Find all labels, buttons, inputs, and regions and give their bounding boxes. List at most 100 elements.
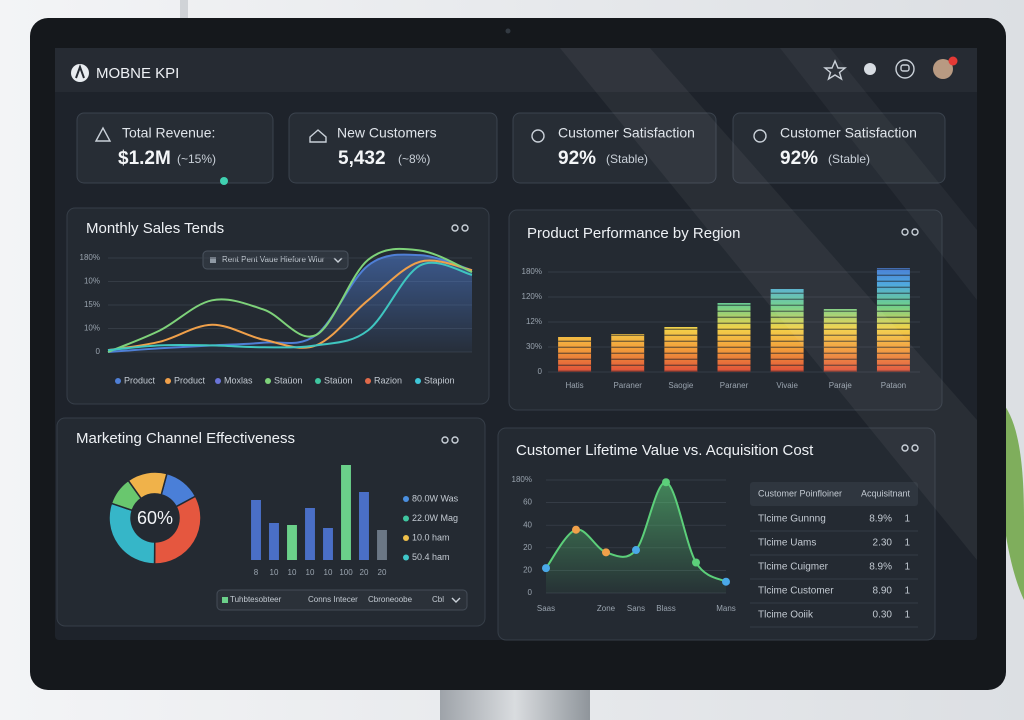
table-cell: Tlcime Uams — [758, 538, 816, 549]
legend-swatch — [403, 496, 409, 502]
table-cell: Tlcime Cuigmer — [758, 562, 829, 573]
y-tick-label: 60 — [523, 498, 532, 507]
table-cell: 8.9% — [869, 562, 892, 573]
y-tick-label: 40 — [523, 520, 532, 529]
x-tick-label: 100 — [339, 568, 353, 577]
x-tick-label: Paraner — [613, 381, 642, 390]
table-header-bg — [750, 482, 918, 506]
bar — [323, 528, 333, 560]
filter-bar[interactable] — [216, 589, 468, 611]
kpi-indicator — [220, 177, 228, 185]
kpi-card — [732, 112, 946, 184]
y-tick-label: 180% — [512, 475, 532, 484]
area — [108, 254, 472, 352]
panel-menu[interactable] — [911, 228, 919, 236]
x-tick-label: Vivaie — [776, 381, 798, 390]
kpi-card — [512, 112, 717, 184]
legend-swatch — [403, 554, 409, 561]
panel-menu[interactable] — [461, 224, 469, 232]
filter-label: Conns Intecer — [308, 595, 358, 604]
marker — [632, 546, 640, 555]
filter-label: Tuhbtesobteer — [230, 595, 282, 604]
bar — [269, 523, 279, 560]
legend-swatch — [365, 378, 371, 384]
kpi-icon — [309, 129, 327, 143]
table-cell: Tlcime Ooiik — [758, 610, 814, 621]
x-tick-label: Saas — [537, 604, 555, 613]
line — [107, 253, 473, 353]
kpi-value: 92% — [558, 148, 596, 169]
dropdown-swatch — [210, 257, 216, 263]
x-tick-label: Hatis — [565, 381, 583, 390]
bar-stripes — [558, 337, 592, 372]
screen-glare — [780, 48, 977, 300]
panel-menu[interactable] — [441, 436, 449, 444]
kpi-cards: Total Revenue: $1.2M (~15%) New Customer… — [76, 112, 946, 185]
panel-menu[interactable] — [911, 444, 919, 452]
x-tick-label: Sans — [627, 604, 645, 613]
table-cell: 2.30 — [873, 538, 893, 549]
bar — [251, 500, 261, 560]
charts: 0 10% 15% 10% 180% Product Product Moxlas Staüon… — [80, 247, 920, 628]
kpi-change: (Stable) — [606, 152, 648, 166]
y-tick-label: 10% — [84, 324, 100, 333]
bar — [305, 508, 315, 560]
table-header: Customer Poinfloiner — [758, 488, 842, 498]
user-avatar[interactable] — [933, 59, 953, 79]
table-cell: 1 — [904, 610, 910, 621]
app-title: MOBNE KPI — [96, 65, 179, 82]
bar-stripes — [664, 327, 698, 372]
y-tick-label: 180% — [522, 267, 542, 276]
marker — [722, 577, 730, 586]
filter-label: Cbroneoobe — [368, 595, 413, 604]
x-tick-label: 10 — [324, 568, 333, 577]
y-tick-label: 180% — [80, 253, 100, 262]
panel-menu[interactable] — [451, 224, 459, 232]
panel-menu[interactable] — [451, 436, 459, 444]
x-tick-label: 20 — [360, 568, 369, 577]
y-tick-label: 20 — [523, 566, 532, 575]
y-tick-label: 0 — [538, 367, 543, 376]
dropdown-chevron — [333, 257, 343, 263]
panel-menu[interactable] — [901, 228, 909, 236]
bar — [377, 530, 387, 560]
bar-stripes — [876, 268, 910, 372]
filter-chevron — [451, 597, 461, 603]
panel-menus — [441, 224, 919, 452]
x-tick-label: 8 — [254, 568, 259, 577]
kpi-label: New Customers — [337, 125, 437, 141]
legend-label: Razion — [374, 375, 402, 385]
table-cell: Tlcime Customer — [758, 586, 834, 597]
screen-glare — [560, 48, 977, 560]
panel-menu[interactable] — [901, 444, 909, 452]
bar — [341, 465, 351, 560]
x-tick-label: 10 — [306, 568, 315, 577]
table-cell: 1 — [904, 514, 910, 525]
x-tick-label: Saogie — [668, 381, 693, 390]
legend-swatch — [415, 378, 421, 384]
x-tick-label: Mans — [716, 604, 736, 613]
notification-badge — [948, 56, 958, 66]
kpi-value: $1.2M — [118, 148, 171, 169]
settings-button[interactable] — [864, 63, 876, 75]
kpi-change: (~15%) — [177, 152, 216, 166]
dropdown[interactable] — [202, 250, 349, 270]
legend-label: Moxlas — [224, 375, 253, 385]
legend-label: 50.4 ham — [412, 552, 450, 562]
kpi-value: 92% — [780, 148, 818, 169]
bar — [359, 492, 369, 560]
bar-stripes — [717, 303, 751, 372]
favorite-button[interactable] — [823, 59, 847, 81]
filter-swatch — [222, 597, 228, 603]
notifications-button[interactable] — [895, 59, 915, 79]
camera — [505, 28, 511, 34]
y-tick-label: 10% — [84, 277, 100, 286]
y-tick-label: 120% — [522, 292, 542, 301]
bar-stripes — [770, 289, 804, 372]
x-tick-label: Paraner — [720, 381, 749, 390]
x-tick-label: 20 — [378, 568, 387, 577]
table-cell: 8.90 — [873, 586, 893, 597]
donut-segment — [127, 471, 168, 500]
